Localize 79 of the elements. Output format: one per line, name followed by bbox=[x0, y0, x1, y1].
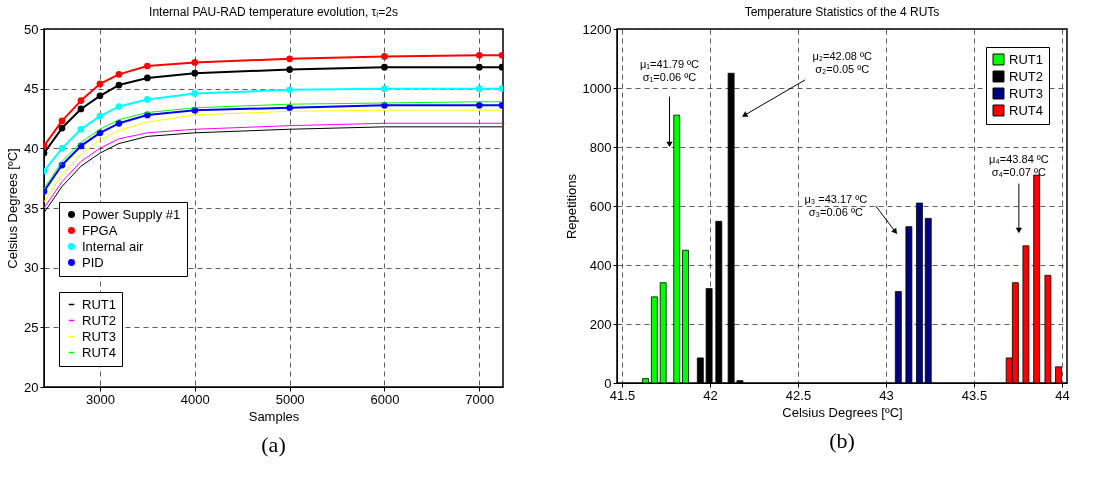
legend-label: Power Supply #1 bbox=[82, 206, 181, 222]
legend-label: RUT3 bbox=[1009, 85, 1043, 101]
point bbox=[475, 102, 483, 109]
x-tick-label: 4000 bbox=[180, 391, 210, 407]
point bbox=[77, 105, 85, 113]
x-tick-label: 6000 bbox=[370, 391, 400, 407]
point bbox=[286, 55, 293, 63]
y-tick-label: 600 bbox=[589, 198, 612, 214]
x-tick-label: 3000 bbox=[85, 391, 115, 407]
x-tick-label: 43.5 bbox=[961, 387, 988, 403]
y-tick-label: 1000 bbox=[582, 80, 612, 96]
point bbox=[96, 80, 104, 88]
point bbox=[191, 69, 199, 77]
annotation: μ₃ =43.17 ºC σ₃=0.06 ºC bbox=[804, 193, 868, 219]
point bbox=[115, 71, 123, 78]
point bbox=[58, 117, 66, 125]
y-tick-label: 50 bbox=[24, 21, 39, 37]
legend-label: RUT2 bbox=[1009, 68, 1043, 84]
point bbox=[115, 81, 123, 89]
point bbox=[286, 66, 293, 73]
y-axis-title: Celsius Degrees [ºC] bbox=[5, 148, 21, 269]
x-tick-label: 42.5 bbox=[785, 387, 812, 403]
annotation: μ₁=41.79 ºC σ₁=0.06 ºC bbox=[640, 58, 700, 84]
point bbox=[286, 104, 293, 112]
y-tick-label: 400 bbox=[589, 257, 612, 273]
legend-label: PID bbox=[82, 254, 104, 270]
x-axis-title: Samples bbox=[248, 408, 300, 424]
point bbox=[58, 124, 66, 132]
legend-label: FPGA bbox=[82, 222, 118, 238]
point bbox=[144, 74, 151, 82]
text: (b) bbox=[829, 428, 855, 453]
x-tick-label: 7000 bbox=[465, 391, 495, 407]
x-tick-label: 43 bbox=[879, 387, 894, 403]
x-tick-label: 42 bbox=[703, 387, 718, 403]
point bbox=[96, 92, 104, 100]
legend-label: RUT4 bbox=[1009, 102, 1043, 118]
y-tick-label: 0 bbox=[604, 375, 612, 391]
annotation: μ₄=43.84 ºC σ₄=0.07 ºC bbox=[988, 152, 1049, 178]
point bbox=[475, 85, 483, 93]
point bbox=[115, 103, 123, 110]
y-tick-label: 40 bbox=[24, 140, 39, 156]
point bbox=[191, 59, 199, 66]
annotation: μ₂=42.08 ºC σ₂=0.05 ºC bbox=[812, 49, 873, 75]
y-axis-title: Repetitions bbox=[563, 173, 579, 240]
point bbox=[58, 144, 66, 152]
point bbox=[77, 125, 85, 133]
y-tick-label: 800 bbox=[589, 139, 612, 155]
y-tick-label: 30 bbox=[24, 260, 39, 276]
point bbox=[381, 63, 388, 71]
y-tick-label: 35 bbox=[24, 200, 39, 216]
legend-label: RUT1 bbox=[1009, 51, 1043, 67]
legend-label: RUT4 bbox=[82, 344, 116, 360]
point bbox=[475, 51, 483, 59]
x-tick-label: 41.5 bbox=[609, 387, 636, 403]
point bbox=[286, 86, 293, 94]
point bbox=[475, 63, 483, 71]
legend-label: Internal air bbox=[82, 238, 145, 254]
legend-label: RUT1 bbox=[82, 296, 116, 312]
chart-title: Internal PAU-RAD temperature evolution, τᵢ=2s bbox=[149, 5, 398, 19]
y-tick-label: 200 bbox=[589, 316, 612, 332]
text: (a) bbox=[261, 432, 286, 457]
x-tick-label: 5000 bbox=[275, 391, 305, 407]
point bbox=[381, 53, 388, 60]
chart-title: Temperature Statistics of the 4 RUTs bbox=[744, 5, 940, 19]
y-tick-label: 1200 bbox=[582, 21, 612, 37]
x-axis-title: Celsius Degrees [ºC] bbox=[782, 404, 903, 420]
point bbox=[144, 62, 151, 70]
y-tick-label: 20 bbox=[24, 379, 39, 395]
legend-label: RUT3 bbox=[82, 328, 116, 344]
legend-label: RUT2 bbox=[82, 312, 116, 328]
point bbox=[77, 97, 85, 104]
y-tick-label: 25 bbox=[24, 319, 39, 335]
point bbox=[381, 85, 388, 93]
point bbox=[144, 96, 151, 103]
point bbox=[115, 119, 123, 127]
y-tick-label: 45 bbox=[24, 81, 39, 97]
point bbox=[191, 90, 199, 97]
x-tick-label: 44 bbox=[1055, 387, 1070, 403]
point bbox=[96, 112, 104, 120]
